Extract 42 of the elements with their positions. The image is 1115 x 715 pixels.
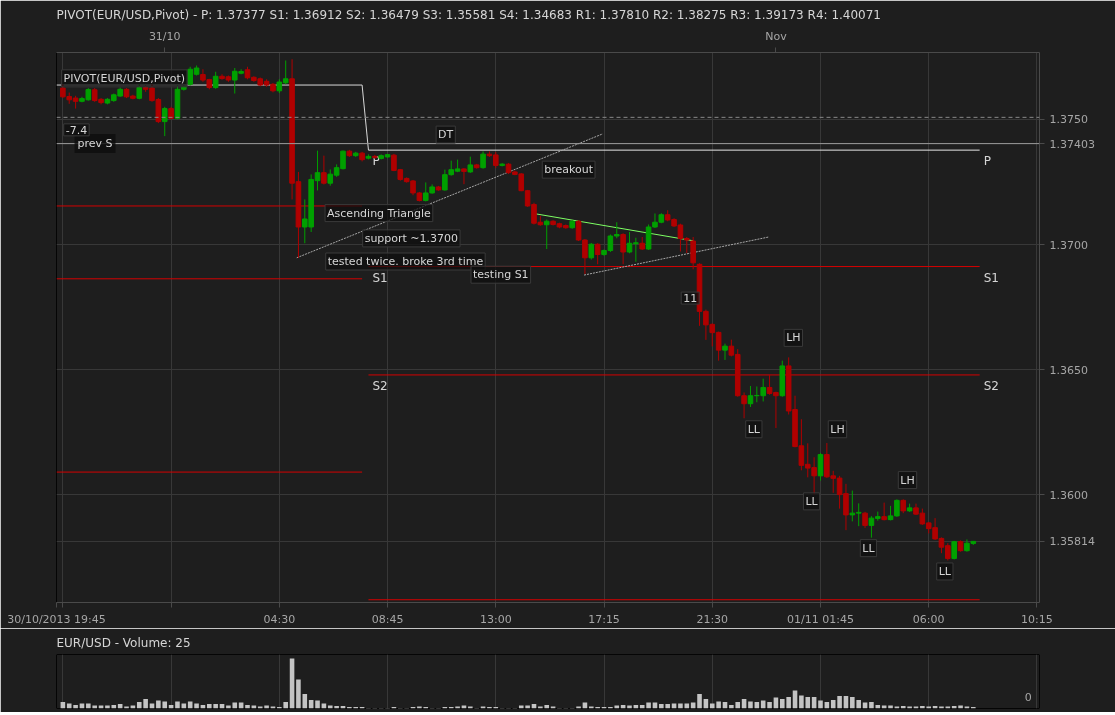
annotation: LL xyxy=(747,422,761,436)
series-label: S1 xyxy=(372,270,388,285)
annotation: tested twice. broke 3rd time xyxy=(327,255,484,268)
x2-tick-label: Nov xyxy=(765,29,788,43)
x-tick-label: 17:15 xyxy=(588,612,620,626)
x-tick-label: 30/10/2013 19:45 xyxy=(7,612,106,626)
annotation: LH xyxy=(786,331,801,345)
annotation: -7.4 xyxy=(65,123,88,137)
x-tick-label: 04:30 xyxy=(263,612,296,626)
y-tick-label: 1.3750 xyxy=(1049,113,1088,127)
annotation: LH xyxy=(830,422,845,436)
annotation: 0 xyxy=(1024,690,1032,704)
annotation: support ~1.3700 xyxy=(364,231,459,245)
annotation: LH xyxy=(900,473,915,487)
text: S2 xyxy=(983,378,999,393)
chart-title: PIVOT(EUR/USD,Pivot) - P: 1.37377 S1: 1.36912 S2: 1.36479 S3: 1.35581 S4: 1.34683 R1: 1.37810 R2: 1.38275 R3: 1.39173 R4: 1.40071 xyxy=(56,7,882,22)
annotation: testing S1 xyxy=(473,268,529,282)
y-tick-label: 1.3650 xyxy=(1049,363,1088,377)
x-tick-label: 06:00 xyxy=(912,612,945,626)
x-tick-label: 08:45 xyxy=(371,612,404,626)
y-tick-label: 1.3600 xyxy=(1049,488,1088,502)
annotation: Ascending Triangle xyxy=(327,206,432,220)
y-tick-label: 1.37403 xyxy=(1049,137,1095,151)
series-label: S2 xyxy=(372,378,388,393)
annotation: breakout xyxy=(544,163,594,177)
text: S1 xyxy=(983,270,999,285)
x-tick-label: 21:30 xyxy=(696,612,729,626)
ref-line-label: prev S xyxy=(77,137,113,151)
annotation: DT xyxy=(438,128,454,142)
annotation: LL xyxy=(805,494,819,508)
x2-tick-label: 31/10 xyxy=(148,29,181,43)
text: P xyxy=(983,154,991,169)
annotation: PIVOT(EUR/USD,Pivot) xyxy=(63,71,186,85)
x-tick-label: 01/11 01:45 xyxy=(787,612,854,626)
annotation: LL xyxy=(862,541,876,555)
annotation: LL xyxy=(938,564,952,578)
y-tick-label: 1.3700 xyxy=(1049,238,1088,252)
annotation: 11 xyxy=(683,292,698,306)
chart-title: EUR/USD - Volume: 25 xyxy=(56,635,191,650)
x-tick-label: 13:00 xyxy=(479,612,512,626)
y-tick-label: 1.35814 xyxy=(1049,535,1095,549)
x-tick-label: 10:15 xyxy=(1021,612,1053,626)
